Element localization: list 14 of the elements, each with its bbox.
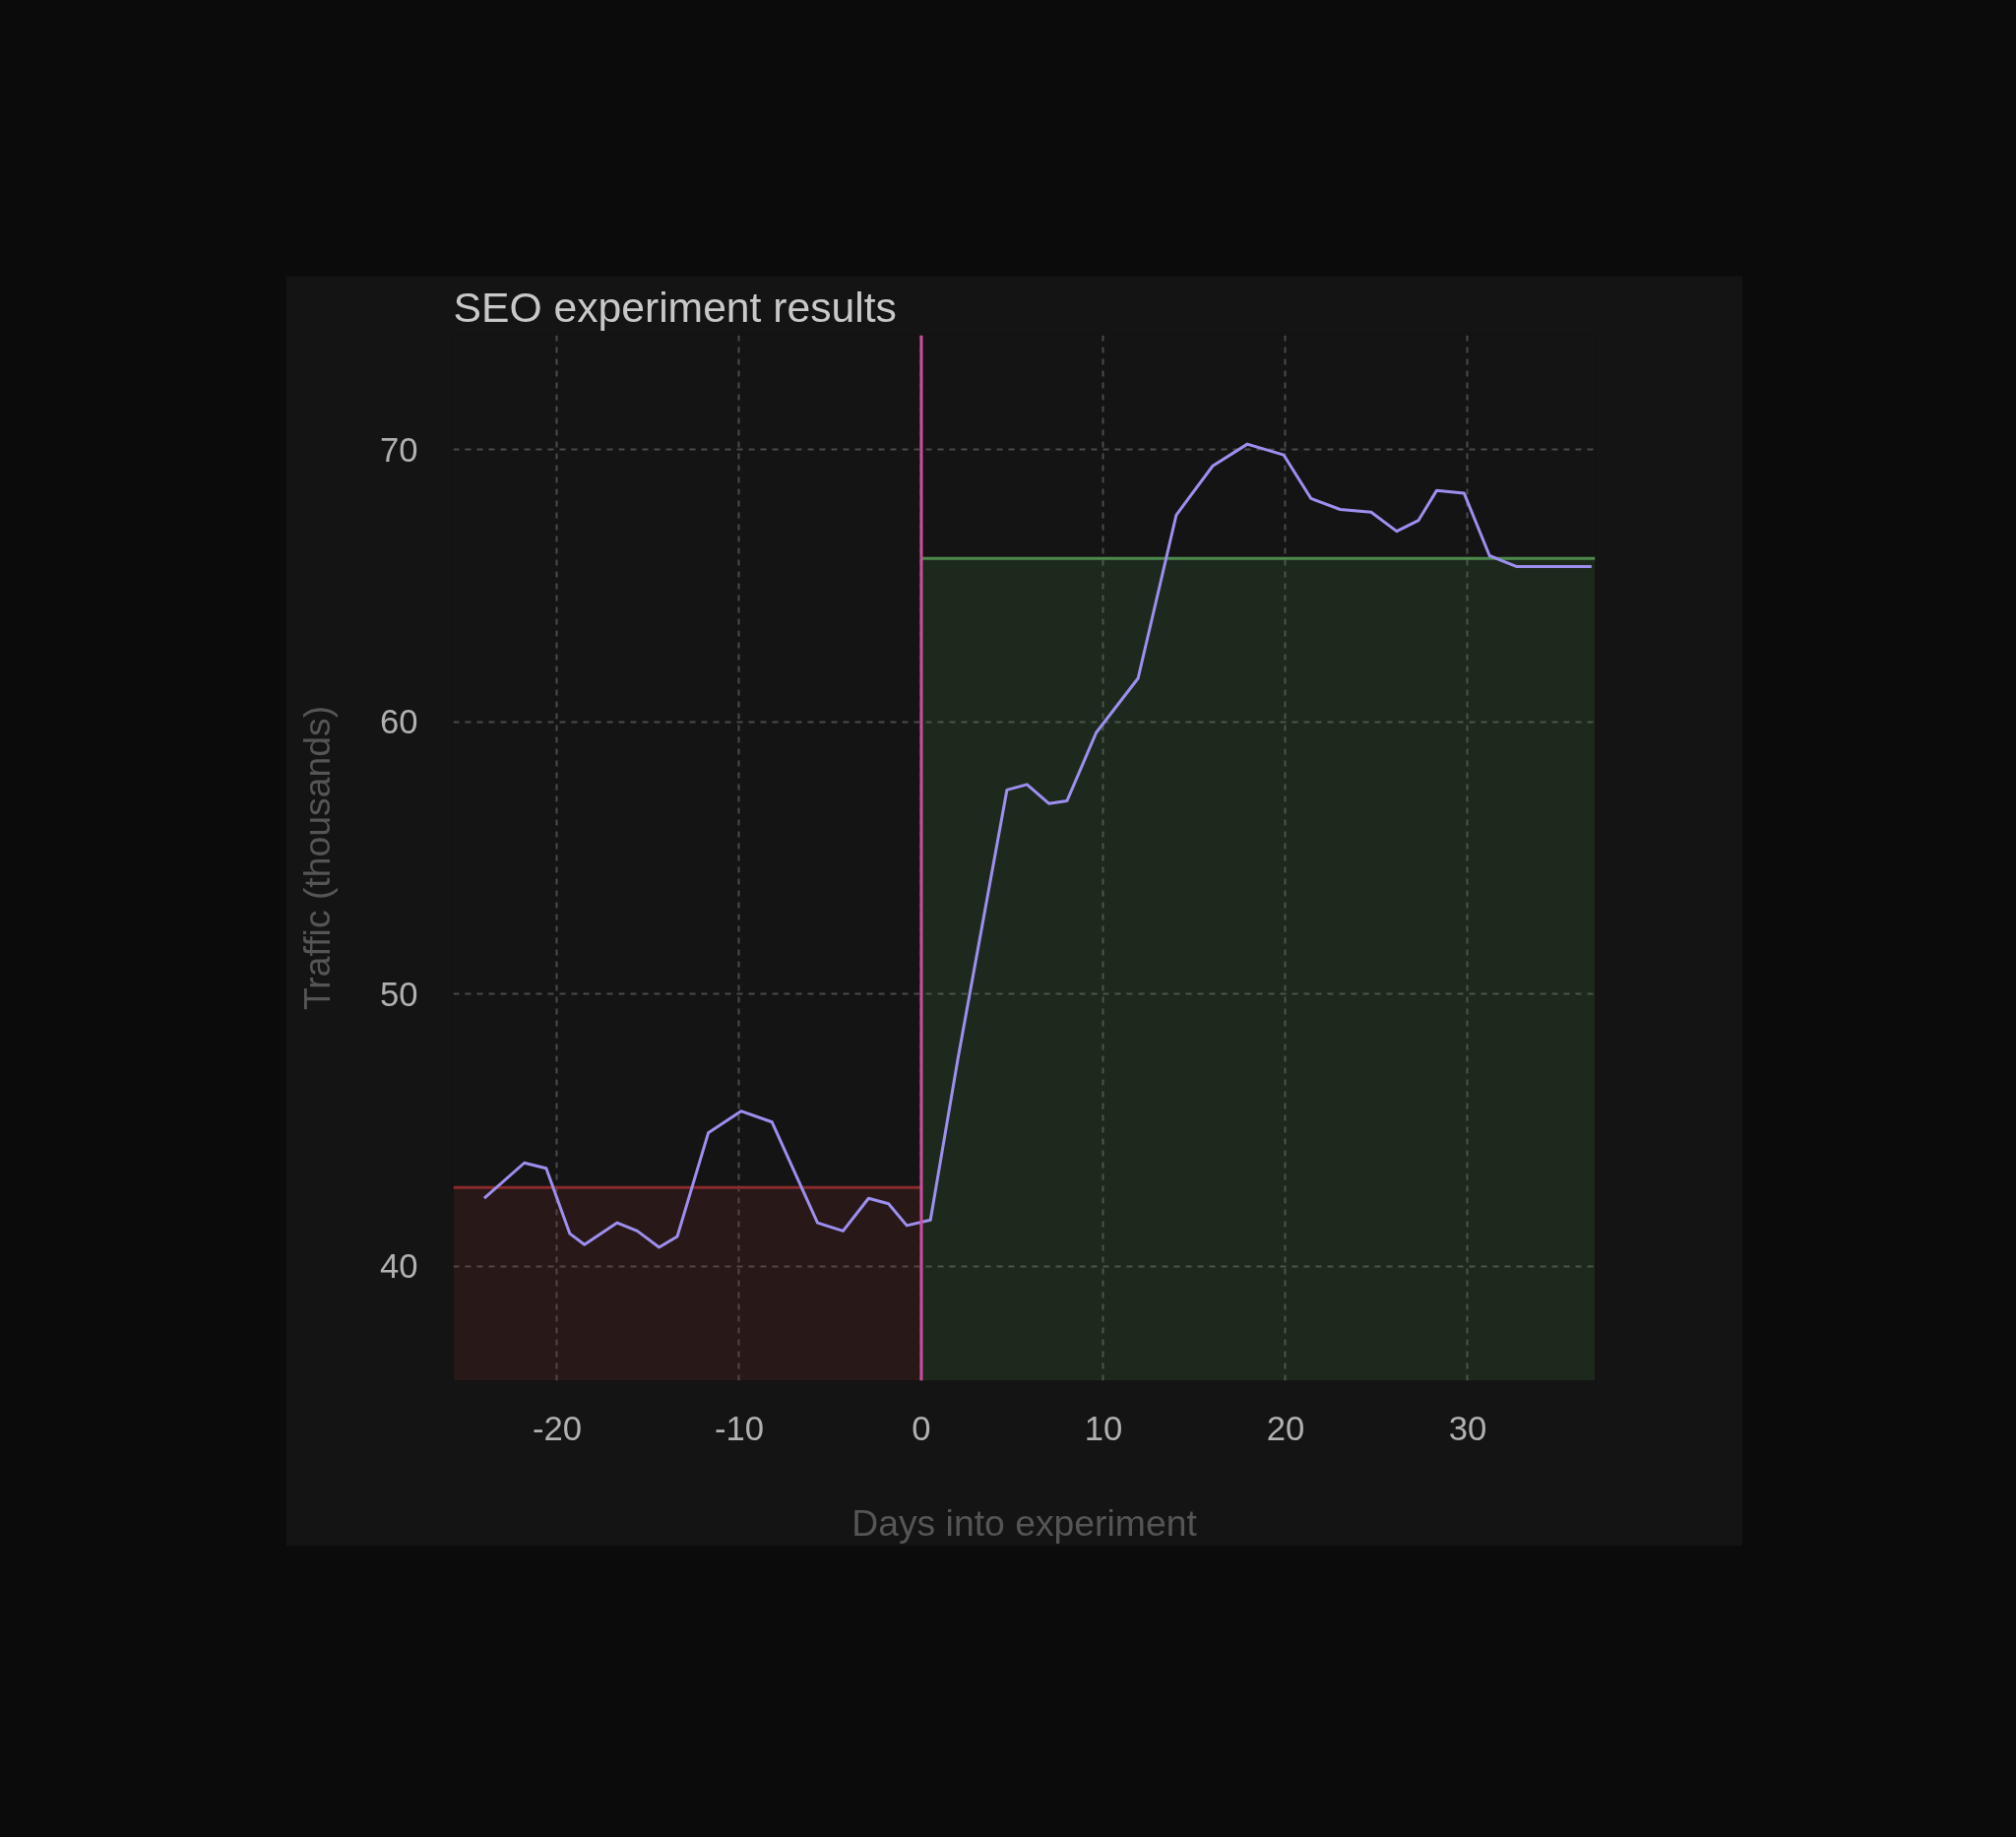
x-axis-title: Days into experiment — [851, 1501, 1198, 1544]
x-tick-label: -20 — [532, 1409, 582, 1447]
y-tick-label: 40 — [379, 1247, 418, 1286]
y-tick-label: 50 — [379, 975, 418, 1013]
x-tick-label: -10 — [714, 1409, 765, 1447]
x-tick-label: 30 — [1448, 1409, 1487, 1447]
chart-title: SEO experiment results — [453, 283, 897, 331]
y-tick-label: 70 — [379, 430, 418, 469]
y-axis-title: Traffic (thousands) — [295, 705, 338, 1011]
x-tick-label: 20 — [1266, 1409, 1305, 1447]
x-tick-label: 10 — [1084, 1409, 1123, 1447]
line-series — [482, 442, 1594, 1249]
x-tick-label: 0 — [912, 1409, 931, 1447]
y-tick-label: 60 — [379, 703, 418, 741]
